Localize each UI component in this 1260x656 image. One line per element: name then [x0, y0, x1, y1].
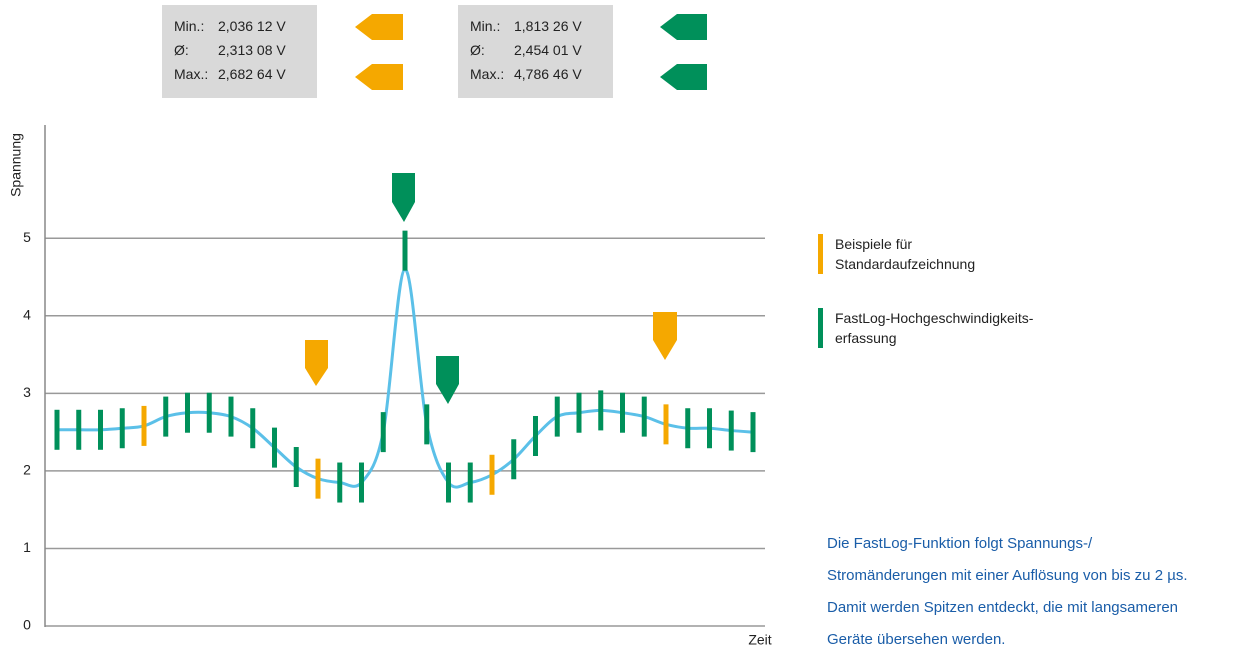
sample-marker — [337, 462, 343, 503]
sample-marker — [598, 390, 604, 431]
arrow — [660, 64, 707, 90]
sample-marker — [54, 409, 60, 450]
y-tick-label: 0 — [23, 617, 31, 633]
sample-marker — [76, 409, 82, 450]
sample-marker — [380, 412, 386, 453]
legend-swatch — [818, 308, 823, 348]
sample-marker — [641, 396, 647, 437]
sample-marker — [489, 454, 495, 495]
y-tick-label: 5 — [23, 229, 31, 245]
stats-value: 2,036 12 V — [218, 18, 286, 34]
stats-row: Max.: 4,786 46 V — [458, 62, 613, 86]
y-tick-label: 1 — [23, 539, 31, 555]
sample-marker — [446, 462, 451, 503]
legend-swatch — [818, 234, 823, 274]
stats-row: Ø: 2,313 08 V — [162, 38, 317, 62]
sample-marker — [141, 405, 147, 446]
sample-marker — [98, 409, 103, 450]
sample-marker — [293, 447, 299, 488]
sample-marker — [685, 408, 691, 449]
sample-marker — [750, 412, 756, 453]
y-tick-label: 3 — [23, 384, 31, 400]
sample-marker — [359, 462, 364, 503]
sample-marker — [467, 462, 473, 503]
stats-value: 2,682 64 V — [218, 66, 286, 82]
sample-marker — [163, 396, 169, 437]
stats-row: Min.: 2,036 12 V — [162, 14, 317, 38]
stats-value: 4,786 46 V — [514, 66, 582, 82]
stats-row: Ø: 2,454 01 V — [458, 38, 613, 62]
pointer — [392, 173, 415, 222]
sample-marker — [119, 408, 125, 449]
sample-marker — [272, 427, 277, 468]
sample-marker — [250, 408, 256, 449]
stats-value: 1,813 26 V — [514, 18, 582, 34]
pointer — [653, 312, 677, 360]
pointer — [305, 340, 328, 386]
stats-row: Min.: 1,813 26 V — [458, 14, 613, 38]
sample-marker — [185, 392, 190, 433]
stats-box: Min.: 1,813 26 V Ø: 2,454 01 V Max.: 4,786 46… — [458, 5, 613, 98]
sample-marker — [511, 439, 517, 480]
stats-label: Ø: — [174, 42, 189, 58]
sample-marker — [533, 415, 538, 456]
arrow — [355, 14, 403, 40]
sample-marker — [707, 408, 712, 449]
legend-entry: FastLog-Hochgeschwindigkeits- erfassung — [835, 310, 1034, 346]
pointer — [436, 356, 459, 404]
sample-marker — [315, 458, 321, 499]
stats-label: Max.: — [174, 66, 209, 82]
stats-label: Min.: — [174, 18, 205, 34]
sample-marker — [554, 396, 560, 437]
curve — [57, 267, 754, 489]
stats-value: 2,454 01 V — [514, 42, 582, 58]
stats-box: Min.: 2,036 12 V Ø: 2,313 08 V Max.: 2,682 64… — [162, 5, 317, 98]
legend-entry: Beispiele für Standardaufzeichnung — [835, 236, 976, 272]
description: Die FastLog-Funktion folgt Spannungs-/ S… — [827, 535, 1188, 648]
y-tick-label: 4 — [23, 306, 31, 322]
sample-marker — [206, 392, 212, 433]
stats-label: Ø: — [470, 42, 485, 58]
stats-label: Max.: — [470, 66, 505, 82]
stats-row: Max.: 2,682 64 V — [162, 62, 317, 86]
arrow — [355, 64, 403, 90]
sample-marker — [663, 404, 669, 445]
sample-marker — [228, 396, 234, 437]
x-axis-label: Zeit — [748, 632, 771, 648]
y-tick-label: 2 — [23, 462, 31, 478]
sample-marker — [728, 410, 734, 451]
stats-label: Min.: — [470, 18, 501, 34]
sample-marker — [620, 392, 625, 433]
sample-marker — [576, 392, 582, 433]
stats-value: 2,313 08 V — [218, 42, 286, 58]
y-axis-label: Spannung — [8, 133, 24, 197]
plot: 0 1 2 3 4 5 — [23, 229, 765, 633]
sample-marker — [424, 404, 430, 445]
arrow — [660, 14, 707, 40]
sample-marker — [402, 230, 408, 271]
